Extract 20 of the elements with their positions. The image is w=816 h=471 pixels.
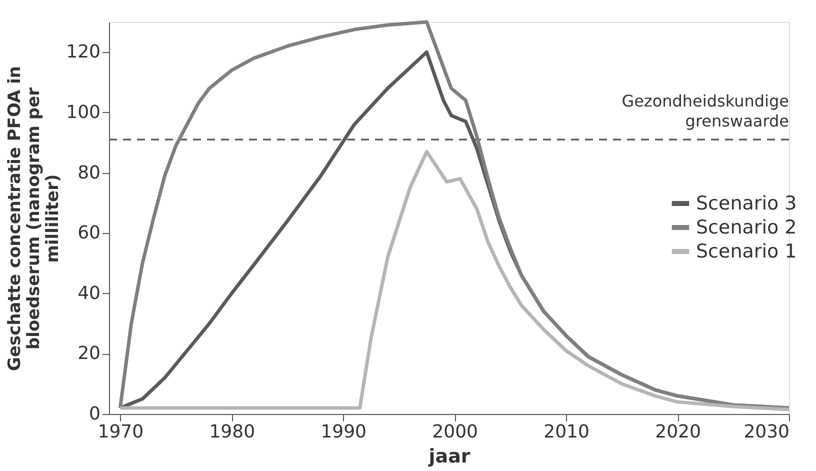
y-axis-title: Geschatte concentratie PFOA in bloedserum (nanogram per milliliter) [5, 66, 64, 371]
x-tick-label: 2010 [544, 422, 590, 442]
y-tick-label: 0 [89, 404, 100, 424]
y-tick-label: 20 [78, 343, 100, 364]
y-tick-label: 40 [78, 282, 100, 304]
x-tick-label: 1990 [320, 422, 367, 442]
legend-label: Scenario 3 [696, 192, 797, 214]
x-tick-label: 2030 [744, 422, 790, 442]
y-tick-label: 80 [78, 162, 100, 184]
x-tick-label: 1970 [98, 422, 144, 442]
y-tick-label: 60 [78, 222, 100, 244]
legend-label: Scenario 1 [696, 240, 797, 262]
y-tick-label: 120 [66, 42, 100, 63]
x-tick-label: 2000 [432, 422, 478, 442]
x-tick-label: 2020 [655, 422, 701, 442]
legend-label: Scenario 2 [696, 216, 797, 238]
x-tick-label: 1980 [209, 422, 256, 442]
ref-line-label: Gezondheidskundige grenswaarde [622, 92, 789, 131]
y-tick-label: 100 [66, 102, 100, 123]
x-axis-title: jaar [428, 446, 471, 468]
